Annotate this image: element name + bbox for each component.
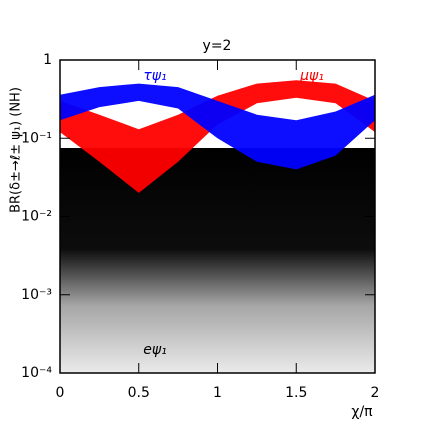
x-tick-label: 0.5	[128, 385, 150, 401]
series-label: eψ₁	[143, 342, 166, 358]
y-tick-label: 1	[43, 52, 52, 68]
x-tick-label: 2	[371, 385, 380, 401]
band	[60, 80, 375, 193]
y-tick-label: 10⁻³	[21, 287, 52, 303]
x-tick-label: 1.5	[285, 385, 307, 401]
y-tick-label: 10⁻¹	[21, 130, 52, 146]
y-axis-label: BR(δ±→ℓ± ψ₁) (NH)	[9, 87, 24, 213]
chart-title: y=2	[203, 38, 232, 54]
series-label: μψ₁	[299, 68, 324, 84]
x-tick-label: 0	[56, 385, 65, 401]
x-tick-label: 1	[213, 385, 222, 401]
band	[60, 148, 375, 373]
x-axis-label: χ/π	[351, 404, 373, 420]
series-label: τψ₁	[143, 68, 166, 84]
y-tick-label: 10⁻²	[21, 209, 52, 225]
band	[60, 83, 375, 170]
y-tick-label: 10⁻⁴	[21, 365, 52, 381]
